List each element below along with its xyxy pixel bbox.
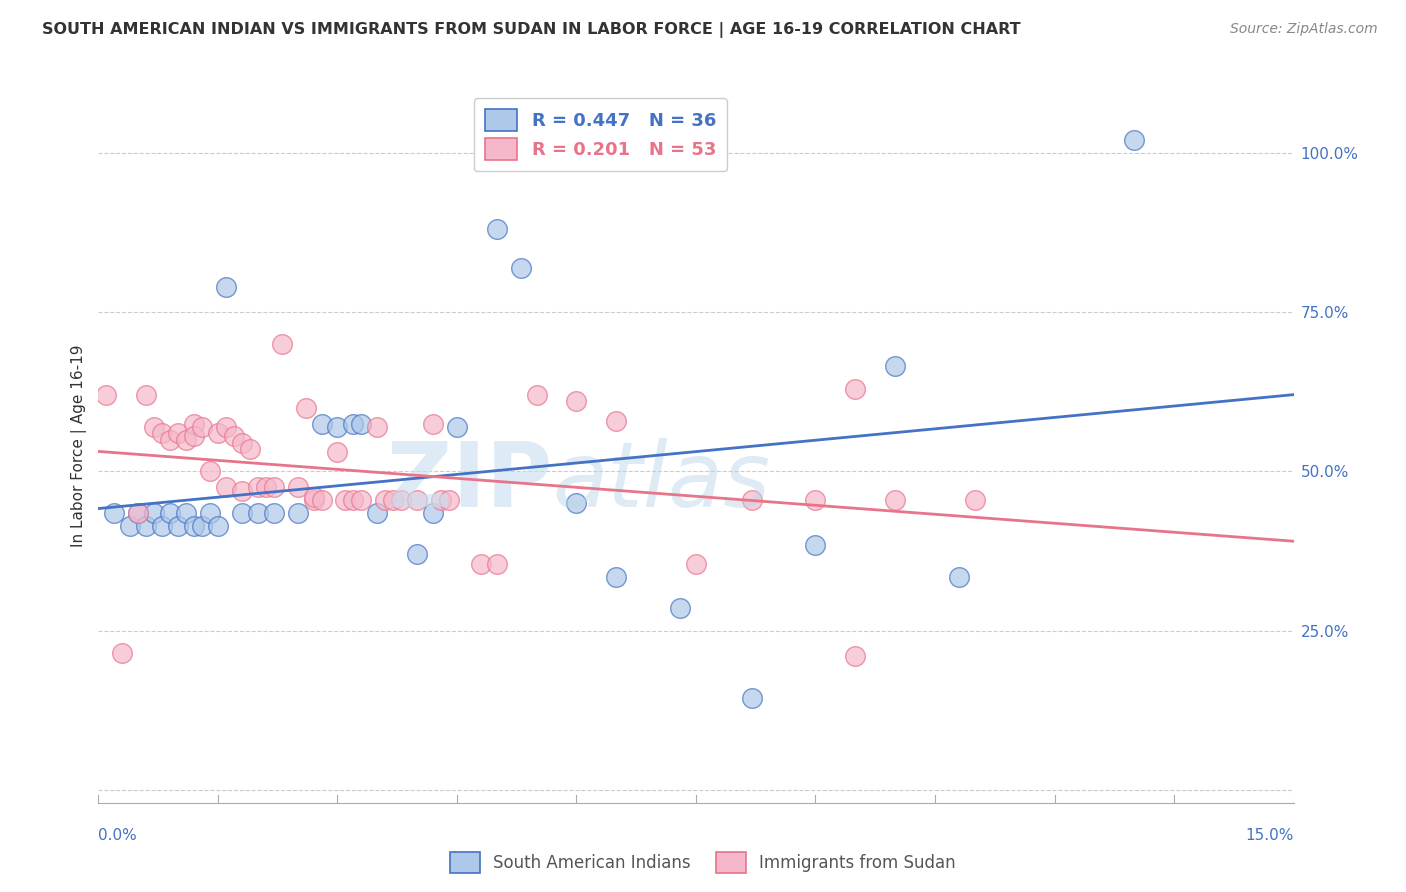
Y-axis label: In Labor Force | Age 16-19: In Labor Force | Age 16-19 [72, 344, 87, 548]
Point [350, 493, 373, 508]
Point [167, 426, 190, 441]
Point [215, 279, 238, 293]
Point [406, 547, 429, 561]
Point [804, 493, 827, 508]
Text: 0.0%: 0.0% [98, 829, 138, 843]
Legend: South American Indians, Immigrants from Sudan: South American Indians, Immigrants from … [443, 846, 963, 880]
Point [231, 506, 253, 520]
Point [111, 646, 134, 660]
Point [127, 506, 149, 520]
Point [159, 433, 181, 447]
Text: SOUTH AMERICAN INDIAN VS IMMIGRANTS FROM SUDAN IN LABOR FORCE | AGE 16-19 CORREL: SOUTH AMERICAN INDIAN VS IMMIGRANTS FROM… [42, 22, 1021, 38]
Point [191, 420, 214, 434]
Point [103, 506, 125, 520]
Point [844, 382, 866, 396]
Point [167, 518, 190, 533]
Point [605, 413, 627, 427]
Point [302, 493, 325, 508]
Point [884, 359, 907, 374]
Point [406, 493, 429, 508]
Point [215, 480, 238, 494]
Point [311, 493, 333, 508]
Point [446, 420, 468, 434]
Point [120, 518, 142, 533]
Point [350, 417, 373, 431]
Point [430, 493, 453, 508]
Point [222, 429, 245, 443]
Point [183, 518, 205, 533]
Point [239, 442, 262, 457]
Point [605, 569, 627, 583]
Point [231, 435, 253, 450]
Point [685, 557, 707, 571]
Point [366, 420, 388, 434]
Point [263, 506, 285, 520]
Point [311, 417, 333, 431]
Point [437, 493, 460, 508]
Point [254, 480, 277, 494]
Point [302, 490, 325, 504]
Point [135, 518, 157, 533]
Point [198, 465, 221, 479]
Point [287, 506, 309, 520]
Point [287, 480, 309, 494]
Point [389, 493, 412, 508]
Text: ZIP: ZIP [388, 438, 553, 525]
Point [382, 493, 405, 508]
Point [485, 222, 508, 236]
Point [183, 429, 205, 443]
Point [294, 401, 316, 415]
Point [143, 506, 166, 520]
Point [150, 426, 173, 441]
Point [246, 506, 269, 520]
Point [526, 388, 548, 402]
Point [159, 506, 181, 520]
Point [342, 417, 364, 431]
Point [963, 493, 986, 508]
Point [366, 506, 388, 520]
Point [207, 426, 229, 441]
Point [342, 493, 364, 508]
Point [326, 445, 349, 459]
Point [174, 506, 197, 520]
Point [884, 493, 907, 508]
Point [422, 506, 444, 520]
Point [485, 557, 508, 571]
Point [215, 420, 238, 434]
Point [470, 557, 492, 571]
Point [127, 506, 149, 520]
Point [174, 433, 197, 447]
Point [150, 518, 173, 533]
Point [135, 388, 157, 402]
Point [270, 337, 292, 351]
Point [741, 493, 763, 508]
Point [565, 496, 588, 510]
Point [804, 538, 827, 552]
Point [96, 388, 118, 402]
Legend: R = 0.447   N = 36, R = 0.201   N = 53: R = 0.447 N = 36, R = 0.201 N = 53 [474, 98, 727, 171]
Point [198, 506, 221, 520]
Point [565, 394, 588, 409]
Point [231, 483, 253, 498]
Text: 15.0%: 15.0% [1246, 829, 1294, 843]
Point [207, 518, 229, 533]
Point [143, 420, 166, 434]
Text: atlas: atlas [553, 438, 770, 525]
Point [422, 417, 444, 431]
Point [669, 601, 692, 615]
Point [191, 518, 214, 533]
Text: Source: ZipAtlas.com: Source: ZipAtlas.com [1230, 22, 1378, 37]
Point [183, 417, 205, 431]
Point [263, 480, 285, 494]
Point [844, 649, 866, 664]
Point [246, 480, 269, 494]
Point [335, 493, 357, 508]
Point [948, 569, 970, 583]
Point [741, 690, 763, 705]
Point [509, 260, 531, 275]
Point [326, 420, 349, 434]
Point [1123, 133, 1146, 147]
Point [374, 493, 396, 508]
